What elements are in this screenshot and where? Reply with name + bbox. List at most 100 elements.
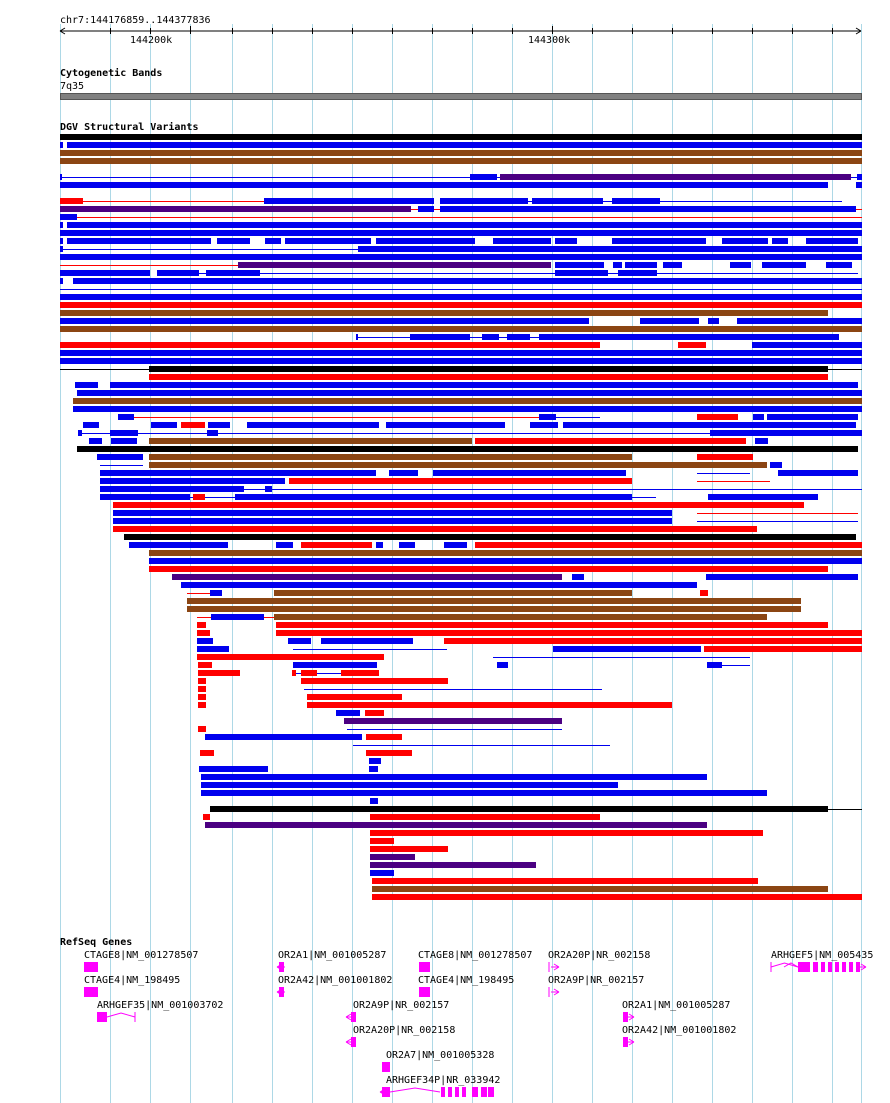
- sv-feature[interactable]: [358, 246, 862, 252]
- sv-feature[interactable]: [470, 174, 497, 180]
- sv-feature[interactable]: [60, 318, 589, 324]
- gene-label[interactable]: OR2A7|NM_001005328: [386, 1050, 495, 1061]
- sv-feature[interactable]: [210, 590, 222, 596]
- sv-feature[interactable]: [73, 398, 862, 404]
- sv-feature[interactable]: [149, 550, 862, 556]
- sv-feature[interactable]: [211, 614, 264, 620]
- arrow-right-icon[interactable]: [626, 1038, 635, 1046]
- sv-feature[interactable]: [100, 494, 190, 500]
- sv-feature[interactable]: [307, 694, 402, 700]
- sv-feature[interactable]: [149, 454, 632, 460]
- gene-exon[interactable]: [835, 962, 839, 972]
- sv-feature[interactable]: [113, 518, 672, 524]
- sv-feature[interactable]: [493, 238, 551, 244]
- gene-label[interactable]: OR2A42|NM_001001802: [278, 975, 393, 986]
- sv-feature[interactable]: [73, 406, 862, 412]
- dgv-track-title[interactable]: DGV Structural Variants: [60, 122, 199, 133]
- sv-feature[interactable]: [444, 542, 467, 548]
- sv-feature[interactable]: [197, 654, 384, 660]
- sv-feature[interactable]: [482, 334, 499, 340]
- sv-feature[interactable]: [625, 262, 657, 268]
- sv-feature[interactable]: [60, 254, 862, 260]
- sv-feature[interactable]: [60, 326, 862, 332]
- sv-feature[interactable]: [372, 894, 862, 900]
- gene-exon[interactable]: [419, 987, 430, 997]
- sv-feature[interactable]: [772, 238, 788, 244]
- sv-feature[interactable]: [475, 438, 746, 444]
- sv-feature[interactable]: [149, 462, 767, 468]
- arrow-right-icon[interactable]: [551, 963, 560, 971]
- sv-feature[interactable]: [264, 198, 434, 204]
- sv-feature[interactable]: [539, 334, 839, 340]
- gene-exon[interactable]: [828, 962, 832, 972]
- sv-feature[interactable]: [762, 262, 806, 268]
- sv-feature[interactable]: [289, 478, 632, 484]
- sv-feature[interactable]: [205, 822, 707, 828]
- sv-feature[interactable]: [497, 662, 508, 668]
- gene-exon[interactable]: [849, 962, 853, 972]
- sv-feature[interactable]: [73, 278, 862, 284]
- sv-feature[interactable]: [77, 390, 862, 396]
- sv-feature[interactable]: [118, 414, 134, 420]
- sv-feature[interactable]: [60, 294, 862, 300]
- sv-feature[interactable]: [369, 758, 381, 764]
- sv-feature[interactable]: [366, 750, 412, 756]
- sv-feature[interactable]: [151, 422, 177, 428]
- sv-feature[interactable]: [60, 158, 862, 164]
- gene-exon[interactable]: [279, 987, 284, 997]
- sv-feature[interactable]: [737, 318, 862, 324]
- sv-feature[interactable]: [301, 670, 317, 676]
- sv-feature[interactable]: [530, 422, 558, 428]
- gene-exon[interactable]: [351, 1012, 356, 1022]
- sv-feature[interactable]: [210, 806, 828, 812]
- gene-exon[interactable]: [821, 962, 825, 972]
- sv-feature[interactable]: [198, 694, 206, 700]
- sv-feature[interactable]: [399, 542, 415, 548]
- sv-feature[interactable]: [60, 174, 62, 180]
- sv-feature[interactable]: [60, 310, 828, 316]
- sv-feature[interactable]: [197, 630, 210, 636]
- sv-feature[interactable]: [113, 510, 672, 516]
- gene-label[interactable]: CTAGE4|NM_198495: [84, 975, 181, 986]
- sv-feature[interactable]: [778, 470, 858, 476]
- sv-feature[interactable]: [697, 454, 753, 460]
- sv-feature[interactable]: [111, 438, 137, 444]
- sv-feature[interactable]: [149, 558, 862, 564]
- gene-exon[interactable]: [455, 1087, 459, 1097]
- arrow-left-icon[interactable]: [379, 1088, 388, 1096]
- sv-feature[interactable]: [78, 430, 82, 436]
- sv-feature[interactable]: [370, 838, 394, 844]
- gene-label[interactable]: OR2A9P|NR_002157: [353, 1000, 450, 1011]
- sv-feature[interactable]: [217, 238, 250, 244]
- sv-feature[interactable]: [97, 454, 143, 460]
- gene-intron[interactable]: [389, 1087, 441, 1093]
- sv-feature[interactable]: [555, 238, 577, 244]
- sv-feature[interactable]: [129, 542, 228, 548]
- cytoband-bar[interactable]: [60, 93, 862, 100]
- sv-feature[interactable]: [205, 734, 362, 740]
- sv-feature[interactable]: [276, 630, 862, 636]
- gene-label[interactable]: OR2A20P|NR_002158: [353, 1025, 456, 1036]
- sv-feature[interactable]: [198, 678, 206, 684]
- gene-exon[interactable]: [623, 1012, 628, 1022]
- sv-feature[interactable]: [376, 238, 475, 244]
- gene-exon[interactable]: [448, 1087, 452, 1097]
- gene-label[interactable]: CTAGE4|NM_198495: [418, 975, 515, 986]
- sv-feature[interactable]: [60, 270, 150, 276]
- sv-feature[interactable]: [206, 270, 260, 276]
- sv-feature[interactable]: [113, 526, 757, 532]
- gene-exon[interactable]: [382, 1062, 390, 1072]
- sv-feature[interactable]: [149, 374, 828, 380]
- sv-feature[interactable]: [197, 638, 213, 644]
- sv-feature[interactable]: [500, 174, 851, 180]
- sv-feature[interactable]: [83, 422, 99, 428]
- sv-feature[interactable]: [110, 430, 138, 436]
- gene-label[interactable]: ARHGEF5|NM_005435: [771, 950, 874, 961]
- sv-feature[interactable]: [708, 318, 719, 324]
- sv-feature[interactable]: [678, 342, 706, 348]
- sv-feature[interactable]: [198, 726, 206, 732]
- sv-feature[interactable]: [198, 702, 206, 708]
- sv-feature[interactable]: [60, 358, 862, 364]
- gene-exon[interactable]: [419, 962, 430, 972]
- gene-label[interactable]: CTAGE8|NM_001278507: [418, 950, 533, 961]
